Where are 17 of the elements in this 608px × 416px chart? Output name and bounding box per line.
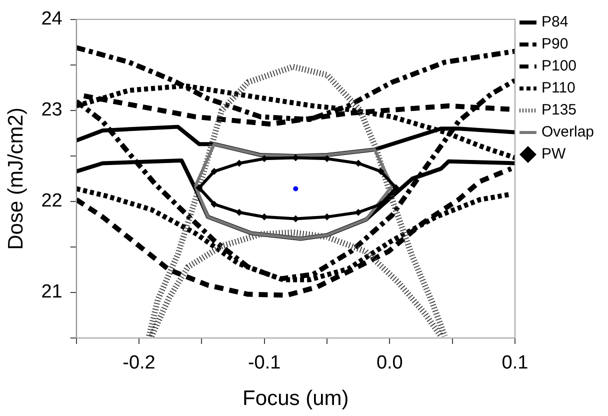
y-tick-label: 24 <box>41 8 63 30</box>
legend-label: P90 <box>541 36 568 53</box>
legend-label: P84 <box>541 14 568 31</box>
legend-label: P110 <box>541 80 576 97</box>
x-tick-label: 0.1 <box>502 352 528 374</box>
x-tick-label: -0.1 <box>248 352 281 374</box>
legend-label: Overlap <box>541 124 594 141</box>
x-axis-title: Focus (um) <box>242 387 349 410</box>
x-tick-label: 0.0 <box>376 352 403 374</box>
y-tick-label: 22 <box>41 190 62 212</box>
legend-label: P135 <box>541 102 577 119</box>
legend-label: PW <box>541 146 566 163</box>
y-axis-title: Dose (mJ/cm2) <box>4 108 28 250</box>
x-tick-label: -0.2 <box>122 352 156 374</box>
y-tick-label: 23 <box>41 100 62 121</box>
legend-label: P100 <box>541 58 577 75</box>
y-tick-label: 21 <box>41 282 62 303</box>
